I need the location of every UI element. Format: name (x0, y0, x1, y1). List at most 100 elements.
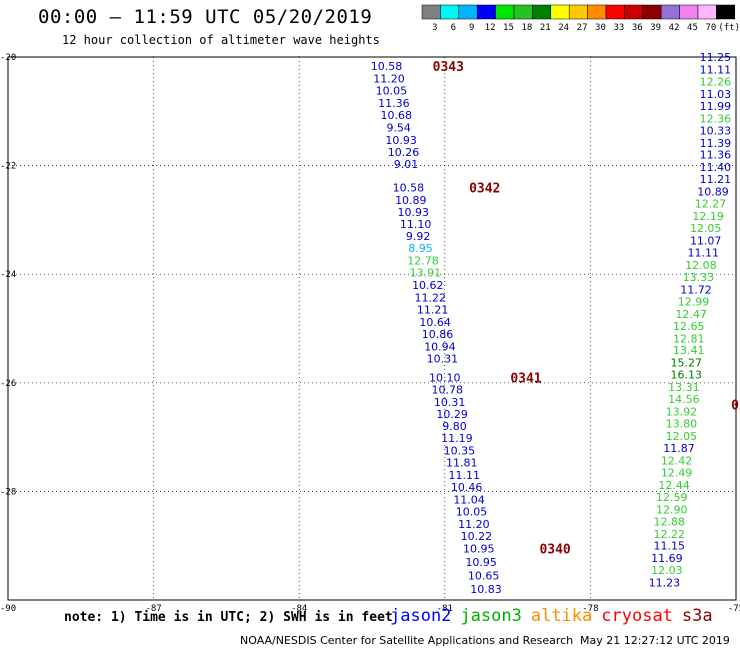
swh-value: 10.86 (422, 328, 454, 341)
swh-value: 10.93 (385, 134, 417, 147)
colorbar-label: 42 (669, 23, 680, 33)
colorbar-label: 9 (469, 23, 474, 33)
swh-value: 13.92 (666, 406, 698, 419)
swh-value: 8.95 (408, 242, 433, 255)
swh-value: 11.07 (690, 235, 722, 248)
colorbar-label: 3 (432, 23, 437, 33)
colorbar-label: 70 (705, 23, 716, 33)
swh-value: 10.46 (451, 481, 483, 494)
colorbar-swatch (624, 4, 644, 20)
swh-value: 12.42 (661, 454, 693, 467)
colorbar-label: 30 (595, 23, 606, 33)
footer-timestamp: May 21 12:27:12 UTC 2019 (580, 634, 730, 647)
swh-value: 11.15 (654, 540, 686, 553)
swh-value: 11.36 (378, 97, 410, 110)
colorbar-label: 39 (650, 23, 661, 33)
pass-labels: 0343034203410340020201 (433, 60, 740, 557)
swh-value: 10.22 (461, 530, 493, 543)
x-tick-label: -75 (728, 604, 740, 614)
x-tick-label: -81 (437, 604, 453, 614)
swh-value: 10.31 (427, 352, 459, 365)
chart-title: 00:00 – 11:59 UTC 05/20/2019 (38, 6, 373, 28)
colorbar-label: 27 (577, 23, 588, 33)
colorbar-swatch (642, 4, 662, 20)
swh-value: 9.54 (386, 122, 411, 135)
legend-altika: altika (530, 606, 593, 626)
swh-value: 10.05 (456, 505, 488, 518)
swh-value: 10.35 (444, 445, 476, 458)
legend-cryosat: cryosat (601, 606, 673, 626)
swh-value: 11.03 (700, 88, 732, 101)
pass-label: 0342 (469, 181, 500, 196)
swh-value: 10.95 (463, 542, 495, 555)
colorbar-swatch (532, 4, 552, 20)
pass-label: 0341 (510, 371, 541, 386)
colorbar-swatch (679, 4, 699, 20)
plot-frame (7, 56, 737, 601)
swh-value: 10.64 (419, 316, 451, 329)
swh-value: 12.27 (695, 198, 727, 211)
swh-values: 10.5811.2010.0511.3610.689.5410.9310.269… (371, 51, 731, 596)
colorbar-swatch (660, 4, 680, 20)
swh-value: 11.11 (448, 469, 480, 482)
y-tick-label: -20 (0, 53, 16, 63)
swh-value: 14.56 (668, 393, 700, 406)
swh-value: 10.62 (412, 279, 444, 292)
chart-subtitle: 12 hour collection of altimeter wave hei… (62, 33, 380, 47)
swh-value: 11.10 (400, 218, 432, 231)
swh-value: 12.81 (673, 332, 705, 345)
swh-value: 10.93 (398, 206, 430, 219)
note-text: note: 1) Time is in UTC; 2) SWH is in fe… (64, 610, 393, 625)
colorbar-swatch (697, 4, 717, 20)
colorbar-swatch (550, 4, 570, 20)
colorbar-legend: 3 6 9 12 15 18 21 24 27 30 33 36 39 42 45 70 (ft) (421, 4, 740, 33)
swh-value: 10.68 (381, 109, 413, 122)
swh-value: 10.94 (424, 340, 456, 353)
swh-value: 11.39 (700, 137, 732, 150)
swh-value: 11.87 (663, 442, 695, 455)
swh-value: 12.36 (700, 112, 732, 125)
swh-value: 12.05 (666, 430, 698, 443)
swh-value: 11.23 (649, 577, 681, 590)
colorbar-label: 33 (613, 23, 624, 33)
swh-value: 10.65 (468, 570, 500, 583)
colorbar-swatch (513, 4, 533, 20)
swh-value: 10.89 (697, 186, 729, 199)
swh-value: 11.81 (446, 457, 478, 470)
swh-value: 12.65 (673, 320, 705, 333)
swh-value: 9.80 (442, 420, 467, 433)
swh-value: 11.25 (700, 51, 732, 64)
swh-value: 13.91 (410, 267, 442, 280)
colorbar-label: 15 (503, 23, 514, 33)
y-tick-label: -26 (0, 379, 16, 389)
swh-value: 10.89 (395, 194, 427, 207)
swh-value: 13.80 (666, 418, 698, 431)
swh-value: 12.78 (407, 255, 439, 268)
pass-label: 0343 (433, 60, 464, 75)
swh-value: 11.40 (700, 161, 732, 174)
swh-value: 11.21 (700, 173, 732, 186)
swh-value: 10.33 (700, 124, 732, 137)
swh-value: 9.01 (394, 158, 419, 171)
colorbar-label: 21 (540, 23, 551, 33)
legend-jason2: jason2 (390, 606, 452, 626)
swh-value: 12.26 (700, 75, 732, 88)
x-tick-label: -78 (582, 604, 598, 614)
swh-value: 10.31 (434, 396, 466, 409)
legend-s3a: s3a (681, 606, 713, 626)
swh-value: 12.44 (658, 479, 690, 492)
swh-value: 10.58 (371, 60, 403, 73)
swh-value: 11.20 (373, 73, 405, 86)
swh-value: 10.78 (431, 383, 463, 396)
swh-value: 12.49 (661, 466, 693, 479)
swh-value: 10.95 (465, 556, 497, 569)
y-tick-label: -24 (0, 270, 16, 280)
swh-value: 10.10 (429, 371, 461, 384)
swh-value: 10.29 (436, 408, 468, 421)
swh-value: 12.90 (656, 503, 688, 516)
swh-value: 10.83 (470, 583, 502, 596)
swh-value: 10.26 (388, 146, 420, 159)
colorbar-swatch (587, 4, 607, 20)
swh-value: 12.99 (678, 295, 710, 308)
